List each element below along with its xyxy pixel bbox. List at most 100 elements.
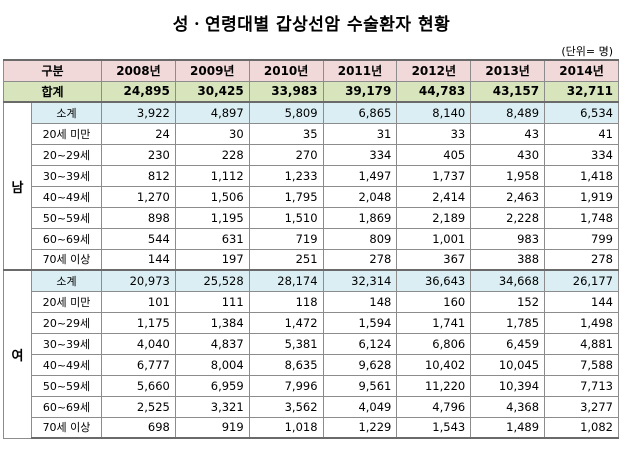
row-label-cell: 20세 미만 [31,122,102,145]
value-cell: 30 [174,122,250,145]
value-cell: 1,741 [396,311,472,334]
value-cell: 8,140 [396,101,472,124]
value-cell: 430 [470,143,546,166]
value-cell: 1,869 [322,206,398,229]
value-cell: 544 [101,227,176,250]
table-row: 70세 이상 698 919 1,018 1,229 1,543 1,489 1,082 [4,416,619,439]
value-cell: 3,922 [101,101,176,124]
header-year-cell: 2009년 [174,59,250,82]
value-cell: 1,785 [470,311,546,334]
value-cell: 4,040 [101,332,176,355]
row-label-cell: 30~39세 [31,332,102,355]
value-cell: 10,045 [470,353,546,376]
table-row: 50~59세 5,660 6,959 7,996 9,561 11,220 10,394 7,… [4,374,619,397]
table-row: 40~49세 6,777 8,004 8,635 9,628 10,402 10,045 7,… [4,353,619,376]
value-cell: 1,498 [544,311,619,334]
table-row: 70세 이상 144 197 251 278 367 388 278 [4,248,619,271]
value-cell: 8,489 [470,101,546,124]
value-cell: 3,321 [174,395,250,418]
value-cell: 799 [544,227,619,250]
value-cell: 148 [322,290,398,313]
table-row: 30~39세 4,040 4,837 5,381 6,124 6,806 6,459 4,88… [4,332,619,355]
total-value-cell: 24,895 [101,80,176,103]
row-label-cell: 소계 [31,269,102,292]
value-cell: 388 [470,248,546,271]
value-cell: 36,643 [396,269,472,292]
value-cell: 6,806 [396,332,472,355]
value-cell: 1,472 [248,311,324,334]
total-value-cell: 39,179 [322,80,398,103]
value-cell: 4,368 [470,395,546,418]
total-row: 합계 24,895 30,425 33,983 39,179 44,783 43,157 32… [3,80,619,103]
value-cell: 1,175 [101,311,176,334]
value-cell: 1,497 [322,164,398,187]
value-cell: 6,459 [470,332,546,355]
value-cell: 6,865 [322,101,398,124]
value-cell: 5,381 [248,332,324,355]
value-cell: 10,394 [470,374,546,397]
value-cell: 1,958 [470,164,546,187]
value-cell: 1,737 [396,164,472,187]
value-cell: 1,543 [396,416,472,439]
value-cell: 1,112 [174,164,250,187]
value-cell: 719 [248,227,324,250]
total-value-cell: 33,983 [248,80,324,103]
value-cell: 152 [470,290,546,313]
value-cell: 698 [101,416,176,439]
value-cell: 2,525 [101,395,176,418]
value-cell: 1,919 [544,185,619,208]
value-cell: 24 [101,122,176,145]
value-cell: 3,277 [544,395,619,418]
value-cell: 1,748 [544,206,619,229]
value-cell: 9,628 [322,353,398,376]
sex-group-cell: 여 [3,269,32,439]
value-cell: 1,795 [248,185,324,208]
value-cell: 35 [248,122,324,145]
value-cell: 8,635 [248,353,324,376]
total-value-cell: 32,711 [544,80,619,103]
total-value-cell: 30,425 [174,80,250,103]
row-label-cell: 60~69세 [31,395,102,418]
value-cell: 7,996 [248,374,324,397]
value-cell: 334 [322,143,398,166]
value-cell: 144 [101,248,176,271]
value-cell: 33 [396,122,472,145]
value-cell: 5,809 [248,101,324,124]
header-year-cell: 2010년 [248,59,324,82]
row-label-cell: 70세 이상 [31,416,102,439]
table-row: 60~69세 544 631 719 809 1,001 983 799 [4,227,619,250]
row-label-cell: 20세 미만 [31,290,102,313]
value-cell: 898 [101,206,176,229]
total-value-cell: 44,783 [396,80,472,103]
row-label-cell: 60~69세 [31,227,102,250]
row-label-cell: 소계 [31,101,102,124]
value-cell: 4,049 [322,395,398,418]
value-cell: 7,713 [544,374,619,397]
value-cell: 34,668 [470,269,546,292]
value-cell: 10,402 [396,353,472,376]
table-row: 20~29세 1,175 1,384 1,472 1,594 1,741 1,785 1,49… [4,311,619,334]
value-cell: 983 [470,227,546,250]
header-category-cell: 구분 [3,59,102,82]
value-cell: 6,777 [101,353,176,376]
value-cell: 1,506 [174,185,250,208]
value-cell: 1,082 [544,416,619,439]
value-cell: 631 [174,227,250,250]
value-cell: 144 [544,290,619,313]
row-label-cell: 40~49세 [31,185,102,208]
table-header-row: 구분 2008년 2009년 2010년 2011년 2012년 2013년 2014년 [3,59,619,82]
value-cell: 228 [174,143,250,166]
surgery-patients-table: 구분 2008년 2009년 2010년 2011년 2012년 2013년 2014년 합계 2… [3,59,619,439]
value-cell: 6,534 [544,101,619,124]
value-cell: 4,881 [544,332,619,355]
table-row: 20~29세 230 228 270 334 405 430 334 [4,143,619,166]
value-cell: 2,228 [470,206,546,229]
page-title: 성ㆍ연령대별 갑상선암 수술환자 현황 [172,15,451,35]
value-cell: 919 [174,416,250,439]
value-cell: 334 [544,143,619,166]
value-cell: 1,594 [322,311,398,334]
value-cell: 251 [248,248,324,271]
unit-note: (단위= 명) [561,45,613,58]
row-label-cell: 20~29세 [31,311,102,334]
row-label-cell: 50~59세 [31,374,102,397]
